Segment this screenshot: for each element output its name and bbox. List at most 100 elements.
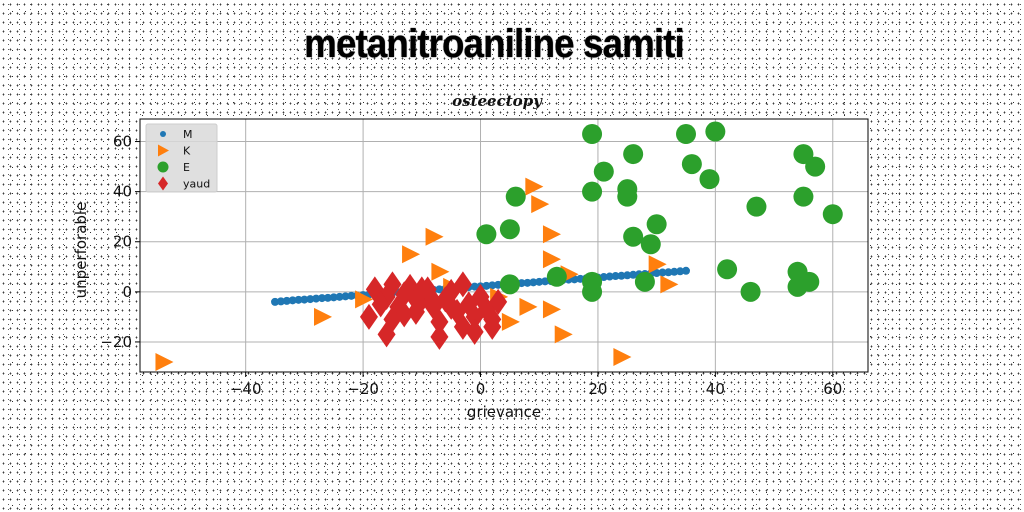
e-point	[793, 186, 814, 207]
k-point	[554, 325, 573, 344]
e-point	[593, 161, 614, 182]
plot-background	[140, 119, 868, 372]
e-point	[705, 121, 726, 142]
m-point	[523, 278, 532, 287]
k-point	[501, 312, 520, 331]
page-title: metanitroaniline samiti	[304, 22, 685, 66]
yaud-point	[430, 308, 449, 335]
axes: −40 −20 0 20 40 60 −20 0 20 40 60	[100, 118, 869, 398]
yaud-point	[453, 313, 472, 340]
m-point	[652, 269, 661, 278]
m-point	[541, 277, 550, 286]
e-point	[799, 271, 820, 292]
k-point	[355, 290, 374, 309]
e-point	[582, 124, 603, 145]
m-point	[323, 293, 332, 302]
y-tick-label: 0	[122, 283, 132, 301]
k-point	[542, 225, 561, 244]
y-axis-label: unperforable	[72, 202, 90, 299]
e-point	[476, 224, 497, 245]
yaud-point	[483, 306, 502, 333]
k-point	[431, 262, 450, 281]
e-point	[499, 219, 520, 240]
m-point	[288, 296, 297, 305]
m-point	[535, 277, 544, 286]
legend-marker	[158, 144, 169, 157]
m-point	[435, 285, 444, 294]
legend-marker	[160, 131, 166, 137]
grid	[140, 119, 868, 372]
e-point	[582, 271, 603, 292]
plot-area	[140, 119, 868, 372]
e-point	[617, 186, 638, 207]
k-point	[531, 195, 550, 214]
m-point	[664, 268, 673, 277]
y-tick-label: 60	[113, 133, 132, 151]
x-tick-label: 60	[823, 380, 842, 398]
m-point	[276, 297, 285, 306]
yaud-point	[383, 271, 402, 298]
m-point	[629, 270, 638, 279]
k-point	[425, 227, 444, 246]
m-point	[341, 292, 350, 301]
e-point	[623, 226, 644, 247]
e-point	[717, 259, 738, 280]
m-point	[312, 294, 321, 303]
k-point	[155, 352, 174, 371]
legend-entry-k: K	[158, 144, 191, 158]
yaud-point	[442, 293, 461, 320]
yaud-point	[453, 271, 472, 298]
x-tick-label: −20	[347, 380, 379, 398]
e-point	[499, 274, 520, 295]
k-point	[542, 300, 561, 319]
legend-label: yaud	[183, 178, 210, 191]
m-point	[676, 267, 685, 276]
yaud-point	[377, 321, 396, 348]
m-point	[682, 266, 690, 275]
series-layer	[155, 121, 843, 371]
m-point	[605, 272, 614, 281]
m-point	[482, 281, 491, 290]
e-point	[505, 186, 526, 207]
m-point	[611, 272, 620, 281]
m-point	[599, 273, 608, 282]
yaud-point	[489, 288, 508, 315]
k-point	[402, 245, 421, 264]
x-tick-label: 20	[588, 380, 607, 398]
k-point	[314, 307, 332, 326]
x-tick-label: 0	[476, 380, 486, 398]
m-point	[271, 297, 280, 306]
m-point	[294, 295, 303, 304]
plot-frame	[139, 118, 869, 373]
m-point	[300, 295, 309, 304]
m-point	[329, 293, 338, 302]
k-point	[519, 297, 538, 316]
e-point	[740, 281, 761, 302]
yaud-point	[371, 291, 390, 318]
m-point	[529, 278, 538, 287]
yaud-point	[430, 323, 449, 350]
m-point	[335, 292, 344, 301]
e-point	[699, 169, 720, 190]
e-point	[805, 156, 826, 177]
x-axis-label: grievance	[467, 403, 541, 421]
legend-box	[145, 123, 218, 193]
k-point	[542, 250, 561, 269]
m-point	[347, 291, 356, 300]
chart-subtitle: osteectopy	[452, 92, 543, 110]
legend-marker	[157, 161, 169, 173]
m-point	[306, 295, 315, 304]
m-point	[282, 296, 291, 305]
e-point	[623, 144, 644, 165]
legend-entry-e: E	[157, 161, 190, 174]
yaud-point	[395, 301, 414, 328]
e-point	[582, 181, 603, 202]
series-e	[476, 121, 843, 302]
x-tick-label: −40	[230, 380, 262, 398]
k-point	[648, 255, 667, 274]
legend-label: K	[183, 145, 191, 158]
k-point	[660, 275, 679, 294]
m-point	[488, 281, 497, 290]
